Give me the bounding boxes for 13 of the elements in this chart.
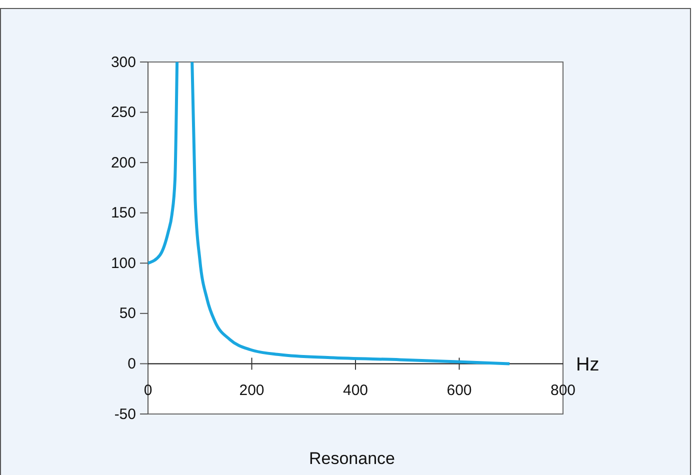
x-tick-label: 200 xyxy=(239,382,264,400)
y-tick-label: -50 xyxy=(114,406,136,423)
y-tick-label: 300 xyxy=(110,54,136,71)
x-tick-label: 600 xyxy=(446,382,472,400)
y-tick-label: 0 xyxy=(128,356,136,373)
x-tick-label: 400 xyxy=(342,382,368,400)
x-axis-title: Hz xyxy=(576,354,600,376)
text: Resonance xyxy=(308,449,396,468)
y-tick-label: 250 xyxy=(110,104,136,122)
y-tick-label: 100 xyxy=(110,254,136,272)
y-tick-label: 150 xyxy=(110,204,136,222)
y-tick-label: 50 xyxy=(119,305,136,322)
y-tick-label: 200 xyxy=(110,154,136,172)
